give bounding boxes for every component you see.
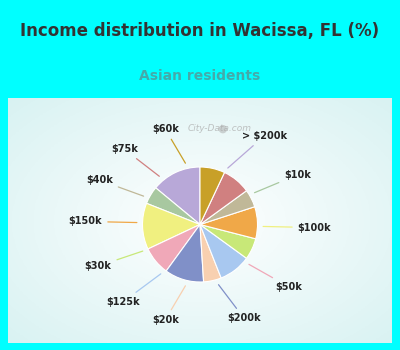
Wedge shape (200, 191, 255, 224)
Text: $40k: $40k (86, 175, 144, 196)
Text: Income distribution in Wacissa, FL (%): Income distribution in Wacissa, FL (%) (20, 22, 380, 40)
Wedge shape (200, 224, 256, 258)
Text: $50k: $50k (249, 264, 302, 292)
Text: $60k: $60k (152, 124, 186, 163)
Wedge shape (200, 207, 258, 239)
Wedge shape (156, 167, 200, 224)
Text: $20k: $20k (152, 286, 186, 325)
Text: $150k: $150k (69, 216, 137, 226)
Text: $10k: $10k (254, 170, 311, 193)
Text: $125k: $125k (106, 274, 161, 307)
Text: > $200k: > $200k (228, 131, 287, 168)
Text: $100k: $100k (263, 223, 331, 232)
Wedge shape (146, 188, 200, 224)
Wedge shape (148, 224, 200, 271)
Wedge shape (142, 203, 200, 249)
Wedge shape (200, 173, 246, 224)
Wedge shape (200, 224, 221, 282)
Text: $200k: $200k (218, 285, 261, 323)
Wedge shape (166, 224, 204, 282)
Wedge shape (200, 167, 224, 224)
Text: ●: ● (217, 124, 227, 134)
Text: Asian residents: Asian residents (139, 69, 261, 83)
Text: City-Data.com: City-Data.com (188, 124, 252, 133)
Text: $30k: $30k (85, 251, 143, 271)
Text: $75k: $75k (111, 144, 159, 176)
Wedge shape (200, 224, 246, 278)
